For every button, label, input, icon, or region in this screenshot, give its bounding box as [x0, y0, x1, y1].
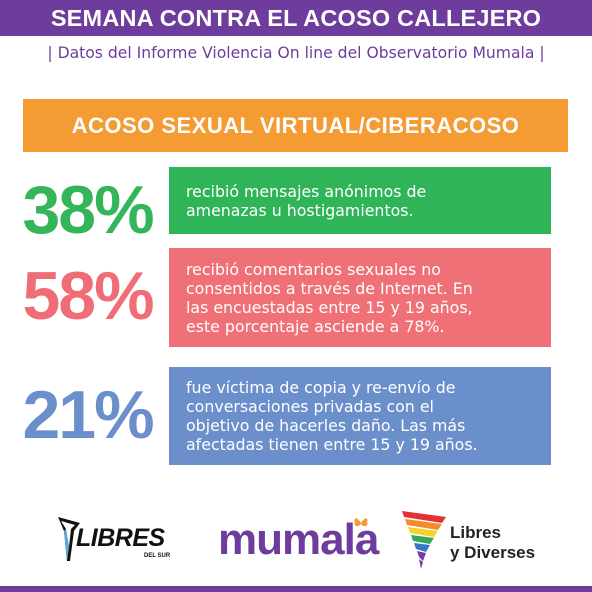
- mumala-logo-word: mumala: [218, 515, 379, 564]
- stat-line: recibió mensajes anónimos de: [186, 181, 427, 201]
- stat-line: afectadas tienen entre 15 y 19 años.: [186, 435, 478, 454]
- stat-percent-21: 21%: [22, 377, 154, 453]
- stat-line: este porcentaje asciende a 78%.: [186, 316, 445, 336]
- stat-percent-38: 38%: [22, 172, 154, 248]
- libres-emblem-icon: [58, 517, 80, 561]
- stat-line: recibió comentarios sexuales no: [186, 259, 441, 279]
- stat-line: objetivo de hacerles daño. Las más: [186, 416, 466, 435]
- header-title: SEMANA CONTRA EL ACOSO CALLEJERO: [50, 4, 542, 31]
- libres-del-sur-logo: LIBRES DEL SUR: [58, 515, 176, 565]
- section-title: ACOSO SEXUAL VIRTUAL/CIBERACOSO: [71, 112, 520, 138]
- stat-line: conversaciones privadas con el: [186, 397, 434, 416]
- stat-text: fue víctima de copia y re-envío de conve…: [186, 378, 478, 454]
- stat-box-21: fue víctima de copia y re-envío de conve…: [169, 367, 551, 465]
- stat-box-58: recibió comentarios sexuales no consenti…: [169, 248, 551, 347]
- subtitle: | Datos del Informe Violencia On line de…: [47, 44, 545, 62]
- stat-percent-58: 58%: [22, 258, 154, 334]
- stat-line: consentidos a través de Internet. En: [186, 278, 473, 298]
- libres-logo-word: LIBRES: [76, 524, 165, 552]
- butterfly-icon: [354, 518, 368, 527]
- libres-y-diverses-line1: Libres: [450, 523, 502, 542]
- logos-row: LIBRES DEL SUR mumala Libres y Diverses: [0, 505, 592, 577]
- bottom-bar: [0, 586, 592, 592]
- libres-y-diverses-logo: Libres y Diverses: [402, 509, 542, 573]
- stat-text: recibió comentarios sexuales no consenti…: [186, 260, 473, 336]
- stat-line: amenazas u hostigamientos.: [186, 200, 414, 220]
- stat-line: las encuestadas entre 15 y 19 años,: [186, 297, 473, 317]
- page-header: SEMANA CONTRA EL ACOSO CALLEJERO: [0, 0, 592, 36]
- mumala-logo: mumala: [212, 511, 379, 569]
- rainbow-flame-icon: [402, 511, 446, 569]
- libres-logo-sub: DEL SUR: [144, 553, 171, 559]
- libres-y-diverses-line2: y Diverses: [450, 543, 536, 562]
- stat-text: recibió mensajes anónimos de amenazas u …: [186, 182, 426, 220]
- stat-box-38: recibió mensajes anónimos de amenazas u …: [169, 167, 551, 234]
- stat-line: fue víctima de copia y re-envío de: [186, 378, 456, 397]
- section-title-banner: ACOSO SEXUAL VIRTUAL/CIBERACOSO: [23, 99, 568, 152]
